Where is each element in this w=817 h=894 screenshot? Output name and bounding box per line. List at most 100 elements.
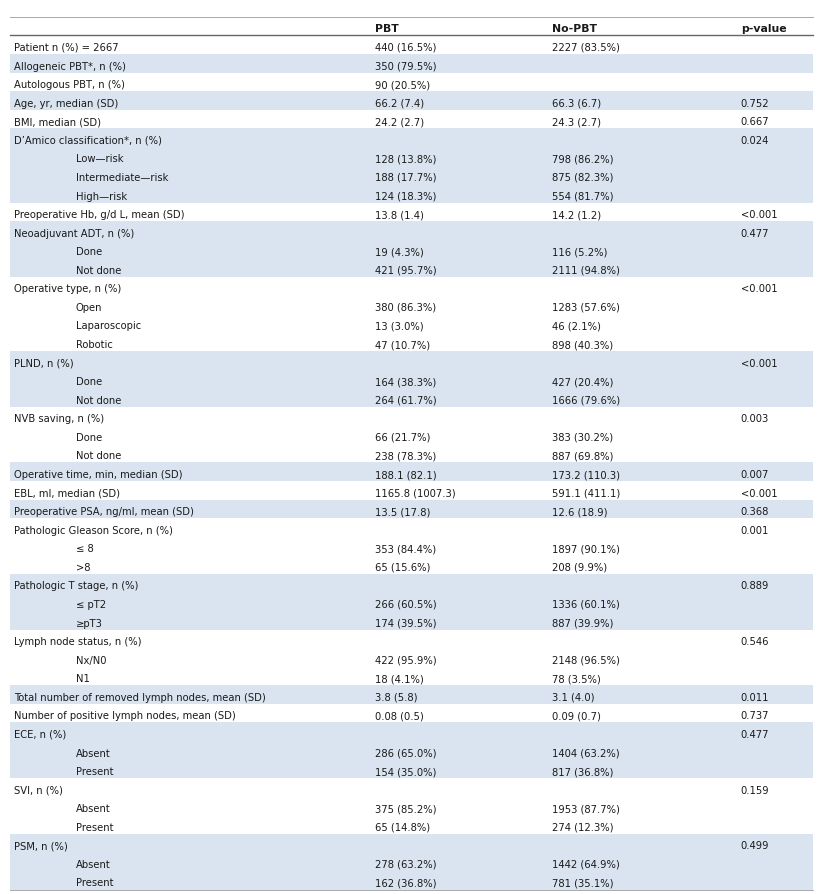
Text: Neoadjuvant ADT, n (%): Neoadjuvant ADT, n (%) [14,228,134,239]
Bar [10,333,813,351]
Text: 274 (12.3%): 274 (12.3%) [552,822,614,831]
Text: EBL, ml, median (SD): EBL, ml, median (SD) [14,488,120,498]
Text: 164 (38.3%): 164 (38.3%) [375,376,436,387]
Text: 0.159: 0.159 [741,785,770,795]
Text: 383 (30.2%): 383 (30.2%) [552,433,613,443]
Text: 0.737: 0.737 [741,711,769,721]
Text: 24.3 (2.7): 24.3 (2.7) [552,117,601,127]
Text: PBT: PBT [375,24,399,34]
Text: 24.2 (2.7): 24.2 (2.7) [375,117,424,127]
Text: BMI, median (SD): BMI, median (SD) [14,117,100,127]
Text: Done: Done [76,376,102,387]
Text: 591.1 (411.1): 591.1 (411.1) [552,488,620,498]
Text: N1: N1 [76,673,90,684]
Text: 0.477: 0.477 [741,730,769,739]
Text: 162 (36.8%): 162 (36.8%) [375,878,437,888]
Text: 440 (16.5%): 440 (16.5%) [375,43,436,53]
Text: 116 (5.2%): 116 (5.2%) [552,247,607,257]
Text: 1897 (90.1%): 1897 (90.1%) [552,544,620,553]
Text: 2111 (94.8%): 2111 (94.8%) [552,266,620,275]
Text: Robotic: Robotic [76,340,113,350]
Text: ≥pT3: ≥pT3 [76,618,103,628]
Text: Pathologic T stage, n (%): Pathologic T stage, n (%) [14,581,138,591]
Text: 0.499: 0.499 [741,840,769,850]
Text: 1404 (63.2%): 1404 (63.2%) [552,747,619,757]
Text: Low—risk: Low—risk [76,154,123,164]
Text: 286 (65.0%): 286 (65.0%) [375,747,437,757]
Bar [10,871,813,890]
Text: 0.007: 0.007 [741,469,769,479]
Text: Not done: Not done [76,451,121,461]
Text: Not done: Not done [76,266,121,275]
Text: 19 (4.3%): 19 (4.3%) [375,247,424,257]
Text: 264 (61.7%): 264 (61.7%) [375,395,437,405]
Text: Absent: Absent [76,859,110,869]
Bar [10,408,813,426]
Text: Intermediate—risk: Intermediate—risk [76,173,168,182]
Text: 353 (84.4%): 353 (84.4%) [375,544,436,553]
Bar [10,185,813,203]
Text: Not done: Not done [76,395,121,405]
Text: 208 (9.9%): 208 (9.9%) [552,562,607,572]
Text: 781 (35.1%): 781 (35.1%) [552,878,614,888]
Bar [10,203,813,222]
Bar [10,704,813,722]
Bar [10,556,813,574]
Text: 124 (18.3%): 124 (18.3%) [375,191,436,201]
Text: NVB saving, n (%): NVB saving, n (%) [14,414,104,424]
Text: SVI, n (%): SVI, n (%) [14,785,63,795]
Bar [10,370,813,389]
Bar [10,222,813,240]
Text: 0.889: 0.889 [741,581,769,591]
Text: 3.1 (4.0): 3.1 (4.0) [552,692,595,702]
Text: 154 (35.0%): 154 (35.0%) [375,766,436,776]
Bar [10,537,813,556]
Text: <0.001: <0.001 [741,488,777,498]
Text: >8: >8 [76,562,91,572]
Bar [10,18,813,37]
Bar [10,797,813,815]
Bar [10,315,813,333]
Text: Present: Present [76,878,114,888]
Text: 47 (10.7%): 47 (10.7%) [375,340,431,350]
Text: 887 (69.8%): 887 (69.8%) [552,451,614,461]
Text: 898 (40.3%): 898 (40.3%) [552,340,613,350]
Text: Total number of removed lymph nodes, mean (SD): Total number of removed lymph nodes, mea… [14,692,266,702]
Text: 0.001: 0.001 [741,525,769,536]
Text: 798 (86.2%): 798 (86.2%) [552,154,614,164]
Text: 421 (95.7%): 421 (95.7%) [375,266,437,275]
Text: 13.8 (1.4): 13.8 (1.4) [375,210,424,220]
Text: <0.001: <0.001 [741,284,777,294]
Text: PLND, n (%): PLND, n (%) [14,358,74,368]
Text: 1165.8 (1007.3): 1165.8 (1007.3) [375,488,456,498]
Text: 238 (78.3%): 238 (78.3%) [375,451,436,461]
Text: 0.011: 0.011 [741,692,769,702]
Text: 2148 (96.5%): 2148 (96.5%) [552,655,620,665]
Text: 0.08 (0.5): 0.08 (0.5) [375,711,424,721]
Text: p-value: p-value [741,24,786,34]
Bar [10,648,813,667]
Bar [10,259,813,277]
Text: 0.546: 0.546 [741,637,769,646]
Text: Done: Done [76,433,102,443]
Text: Done: Done [76,247,102,257]
Text: Absent: Absent [76,804,110,814]
Text: 128 (13.8%): 128 (13.8%) [375,154,436,164]
Bar [10,351,813,370]
Text: 13.5 (17.8): 13.5 (17.8) [375,507,431,517]
Text: 174 (39.5%): 174 (39.5%) [375,618,437,628]
Text: 78 (3.5%): 78 (3.5%) [552,673,600,684]
Bar [10,834,813,853]
Text: Number of positive lymph nodes, mean (SD): Number of positive lymph nodes, mean (SD… [14,711,235,721]
Bar [10,741,813,760]
Text: D’Amico classification*, n (%): D’Amico classification*, n (%) [14,136,162,146]
Text: 0.003: 0.003 [741,414,769,424]
Bar [10,277,813,296]
Text: 188.1 (82.1): 188.1 (82.1) [375,469,437,479]
Bar [10,129,813,148]
Text: ECE, n (%): ECE, n (%) [14,730,66,739]
Bar [10,815,813,834]
Bar [10,611,813,630]
Text: 875 (82.3%): 875 (82.3%) [552,173,614,182]
Text: Present: Present [76,766,114,776]
